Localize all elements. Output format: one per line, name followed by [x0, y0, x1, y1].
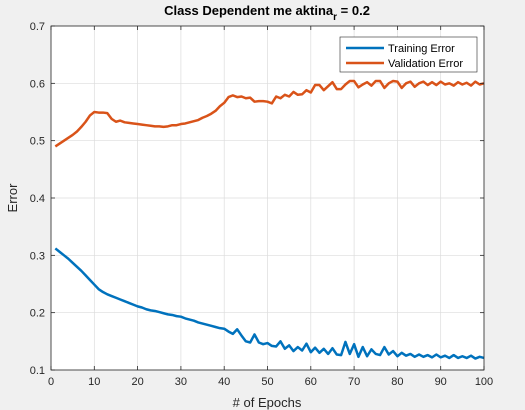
- axis-ticks: 0 10 20 30 40 50 60 70 80 90 100 0.1 0.2 0.3 0.4 0.5 0.6…: [30, 21, 493, 388]
- legend-label-training: Training Error: [388, 43, 455, 55]
- training-error-line: [54, 247, 485, 360]
- legend-box: [339, 36, 478, 73]
- x-tick-label: 30: [175, 376, 187, 388]
- y-tick-label: 0.6: [30, 78, 45, 90]
- chart-title: Class Dependent me aktinar = 0.2: [164, 3, 370, 23]
- validation-error-line: [54, 79, 485, 148]
- y-tick-label: 0.1: [30, 365, 45, 377]
- x-tick-label: 100: [475, 376, 493, 388]
- series-lines: [54, 79, 485, 360]
- x-tick-label: 80: [391, 376, 403, 388]
- x-tick-label: 10: [88, 376, 100, 388]
- x-axis-label: # of Epochs: [233, 395, 302, 410]
- y-tick-label: 0.3: [30, 250, 45, 262]
- y-tick-label: 0.7: [30, 21, 45, 33]
- x-tick-label: 40: [218, 376, 230, 388]
- x-tick-label: 20: [131, 376, 143, 388]
- y-tick-label: 0.4: [30, 193, 45, 205]
- legend-label-validation: Validation Error: [388, 58, 463, 70]
- legend: Training Error Validation Error: [339, 36, 478, 73]
- x-tick-label: 70: [348, 376, 360, 388]
- x-tick-label: 90: [435, 376, 447, 388]
- x-tick-label: 50: [261, 376, 273, 388]
- y-tick-label: 0.5: [30, 136, 45, 148]
- x-tick-label: 60: [305, 376, 317, 388]
- x-tick-label: 0: [48, 376, 54, 388]
- y-axis-label: Error: [5, 183, 20, 213]
- y-tick-label: 0.2: [30, 308, 45, 320]
